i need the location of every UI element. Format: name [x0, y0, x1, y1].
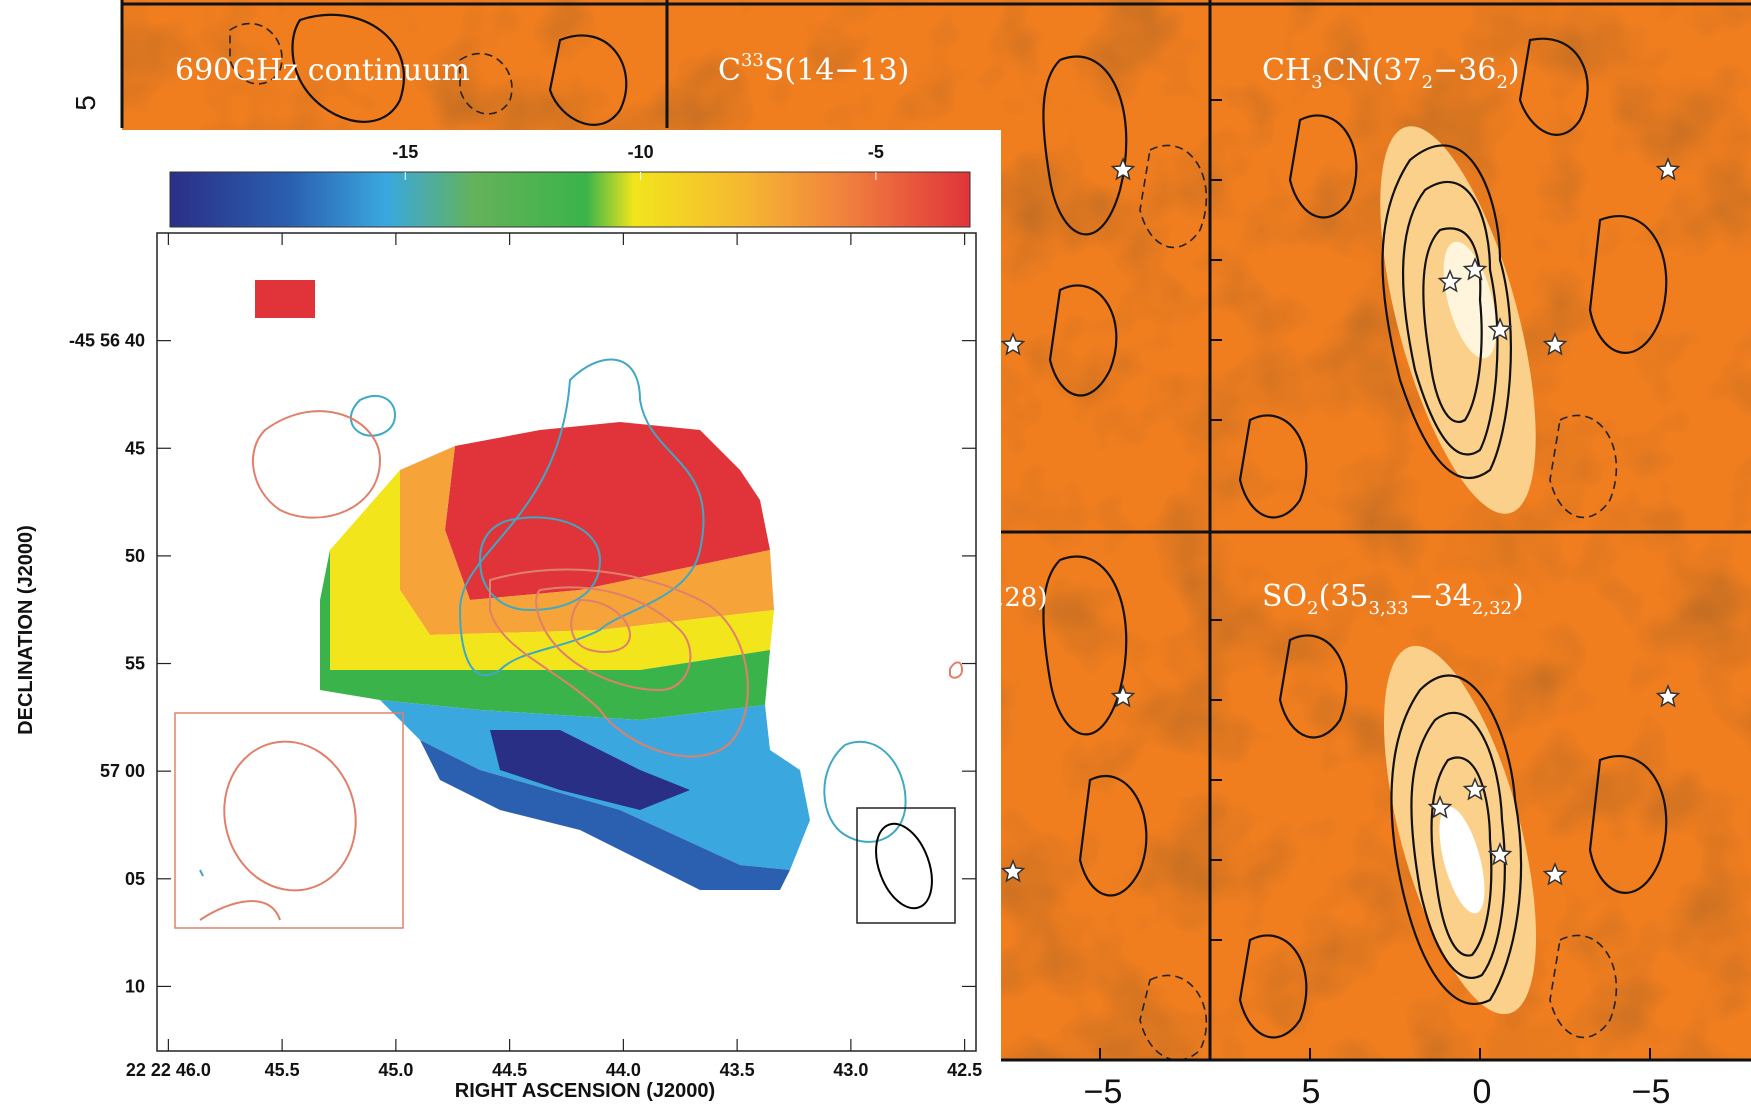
source-star: [1110, 684, 1136, 708]
x-tick-label: 44.5: [492, 1060, 527, 1080]
label-ch3cn-end: ): [1508, 53, 1520, 88]
source-star: [1000, 332, 1026, 356]
beam-cyan-tick: [199, 869, 204, 877]
field-yellow: [330, 470, 774, 670]
label-partial: ,28): [996, 583, 1048, 613]
x-tick-label: 45.5: [265, 1060, 300, 1080]
label-so2-prefix: SO: [1262, 579, 1307, 614]
label-so2: SO2(353,33−342,32): [1262, 579, 1524, 619]
colorbar-tick-label: -15: [392, 142, 418, 162]
y-tick-label: 10: [125, 976, 145, 996]
y-tick-label: 50: [125, 546, 145, 566]
x-tick-label: 45.0: [378, 1060, 413, 1080]
bottom-tick-2: 5: [1302, 1073, 1321, 1111]
beam-salmon: [223, 740, 357, 892]
label-ch3cn-sub: 3: [1311, 72, 1322, 93]
source-star: [1655, 157, 1681, 181]
field-red: [445, 422, 770, 600]
label-so2-end: ): [1512, 579, 1524, 614]
label-so2-sub2: 3,33: [1369, 598, 1409, 619]
beam-black: [875, 822, 933, 910]
velocity-field: [252, 280, 964, 890]
label-ch3cn: CH3CN(372−362): [1262, 53, 1520, 93]
label-ch3cn-sub3: 2: [1496, 72, 1507, 93]
label-so2-rest2: −34: [1409, 579, 1472, 614]
bottom-tick-4: −5: [1632, 1073, 1671, 1111]
source-star: [1487, 317, 1513, 341]
field-navy: [490, 730, 690, 810]
label-c33s-prefix: C: [718, 53, 741, 88]
label-so2-sub: 2: [1307, 598, 1318, 619]
field-red-patch: [255, 280, 315, 318]
inset-box-left: [174, 712, 404, 929]
source-star: [1427, 795, 1453, 819]
label-ch3cn-rest: CN(37: [1323, 53, 1422, 88]
x-tick-label: 43.0: [833, 1060, 868, 1080]
label-c33s: C33S(14−13): [718, 50, 909, 88]
colorbar-tick-label: -10: [628, 142, 654, 162]
y-axis-label: DECLINATION (J2000): [15, 525, 37, 735]
label-690ghz: 690GHz continuum: [175, 53, 470, 88]
colorbar-tick-label: -5: [868, 142, 884, 162]
field-blue: [420, 740, 790, 890]
y-axis: -45 56 40 45 50 55 57 00 05 10: [69, 331, 976, 996]
y-tick-label: 57 00: [100, 761, 145, 781]
label-ch3cn-prefix: CH: [1262, 53, 1311, 88]
contour-lines: [291, 13, 1668, 1039]
panel-frame: [120, 0, 1751, 1062]
plot-frame: [156, 232, 977, 1052]
y-tick-label: -45 56 40: [69, 331, 145, 351]
emission-core-2-inner: [1439, 806, 1485, 914]
source-star: [1462, 257, 1488, 281]
velocity-map-inset: -15 -10 -5: [0, 130, 1001, 1111]
x-axis-label: RIGHT ASCENSION (J2000): [455, 1080, 715, 1102]
x-tick-label: 44.0: [606, 1060, 641, 1080]
x-axis: 22 22 46.0 45.5 45.0 44.5 44.0 43.5 43.0 42.5: [126, 233, 982, 1080]
y-tick-label: 55: [125, 654, 145, 674]
x-tick-label: 22 22 46.0: [126, 1060, 211, 1080]
field-orange: [400, 446, 774, 635]
beam-box-right: [856, 807, 956, 924]
field-green: [320, 550, 770, 720]
colorbar-ticks: -15 -10 -5: [392, 142, 884, 180]
source-star: [1487, 842, 1513, 866]
source-star: [1655, 684, 1681, 708]
label-ch3cn-rest2: −36: [1433, 53, 1496, 88]
source-star: [1000, 859, 1026, 883]
emission-core-1-inner: [1443, 241, 1497, 359]
source-stars: [1000, 157, 1681, 886]
label-so2-rest: (35: [1319, 579, 1369, 614]
source-star: [1110, 157, 1136, 181]
frame-ticks: [1099, 99, 1651, 1060]
beam-salmon-arc: [199, 900, 281, 921]
label-so2-sub3: 2,32: [1472, 598, 1512, 619]
left-tick-label: 5: [70, 95, 101, 111]
bottom-tick-1: −5: [1084, 1073, 1123, 1111]
y-tick-label: 45: [125, 438, 145, 458]
bottom-tick-3: 0: [1473, 1073, 1492, 1111]
label-c33s-rest: S(14−13): [764, 53, 909, 88]
source-star: [1542, 332, 1568, 356]
x-tick-label: 42.5: [947, 1060, 982, 1080]
source-star: [1462, 777, 1488, 801]
dashed-contours: [229, 22, 1618, 1061]
y-tick-label: 05: [125, 869, 145, 889]
source-star: [1542, 862, 1568, 886]
source-star: [1437, 269, 1463, 293]
inset-contours: [252, 358, 964, 843]
colorbar: [169, 171, 971, 228]
label-ch3cn-sub2: 2: [1422, 72, 1433, 93]
x-tick-label: 43.5: [720, 1060, 755, 1080]
label-c33s-sup: 33: [741, 50, 764, 71]
